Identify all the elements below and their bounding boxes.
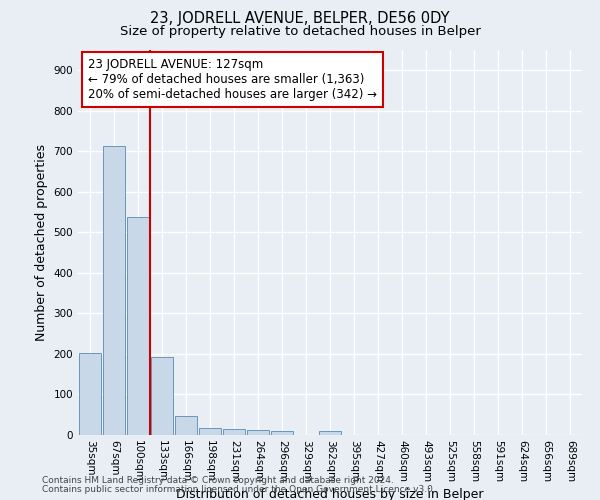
X-axis label: Distribution of detached houses by size in Belper: Distribution of detached houses by size … [176,488,484,500]
Y-axis label: Number of detached properties: Number of detached properties [35,144,48,341]
Bar [319,431,341,435]
Bar [271,431,293,435]
Text: Contains public sector information licensed under the Open Government Licence v3: Contains public sector information licen… [42,484,436,494]
Text: Contains HM Land Registry data © Crown copyright and database right 2024.: Contains HM Land Registry data © Crown c… [42,476,394,485]
Bar [223,430,245,435]
Bar [103,146,125,435]
Text: Size of property relative to detached houses in Belper: Size of property relative to detached ho… [119,25,481,38]
Bar [79,352,101,435]
Text: 23, JODRELL AVENUE, BELPER, DE56 0DY: 23, JODRELL AVENUE, BELPER, DE56 0DY [150,11,450,26]
Bar [127,217,149,435]
Bar [151,357,173,435]
Bar [175,416,197,435]
Bar [247,430,269,435]
Text: 23 JODRELL AVENUE: 127sqm
← 79% of detached houses are smaller (1,363)
20% of se: 23 JODRELL AVENUE: 127sqm ← 79% of detac… [88,58,377,100]
Bar [199,428,221,435]
